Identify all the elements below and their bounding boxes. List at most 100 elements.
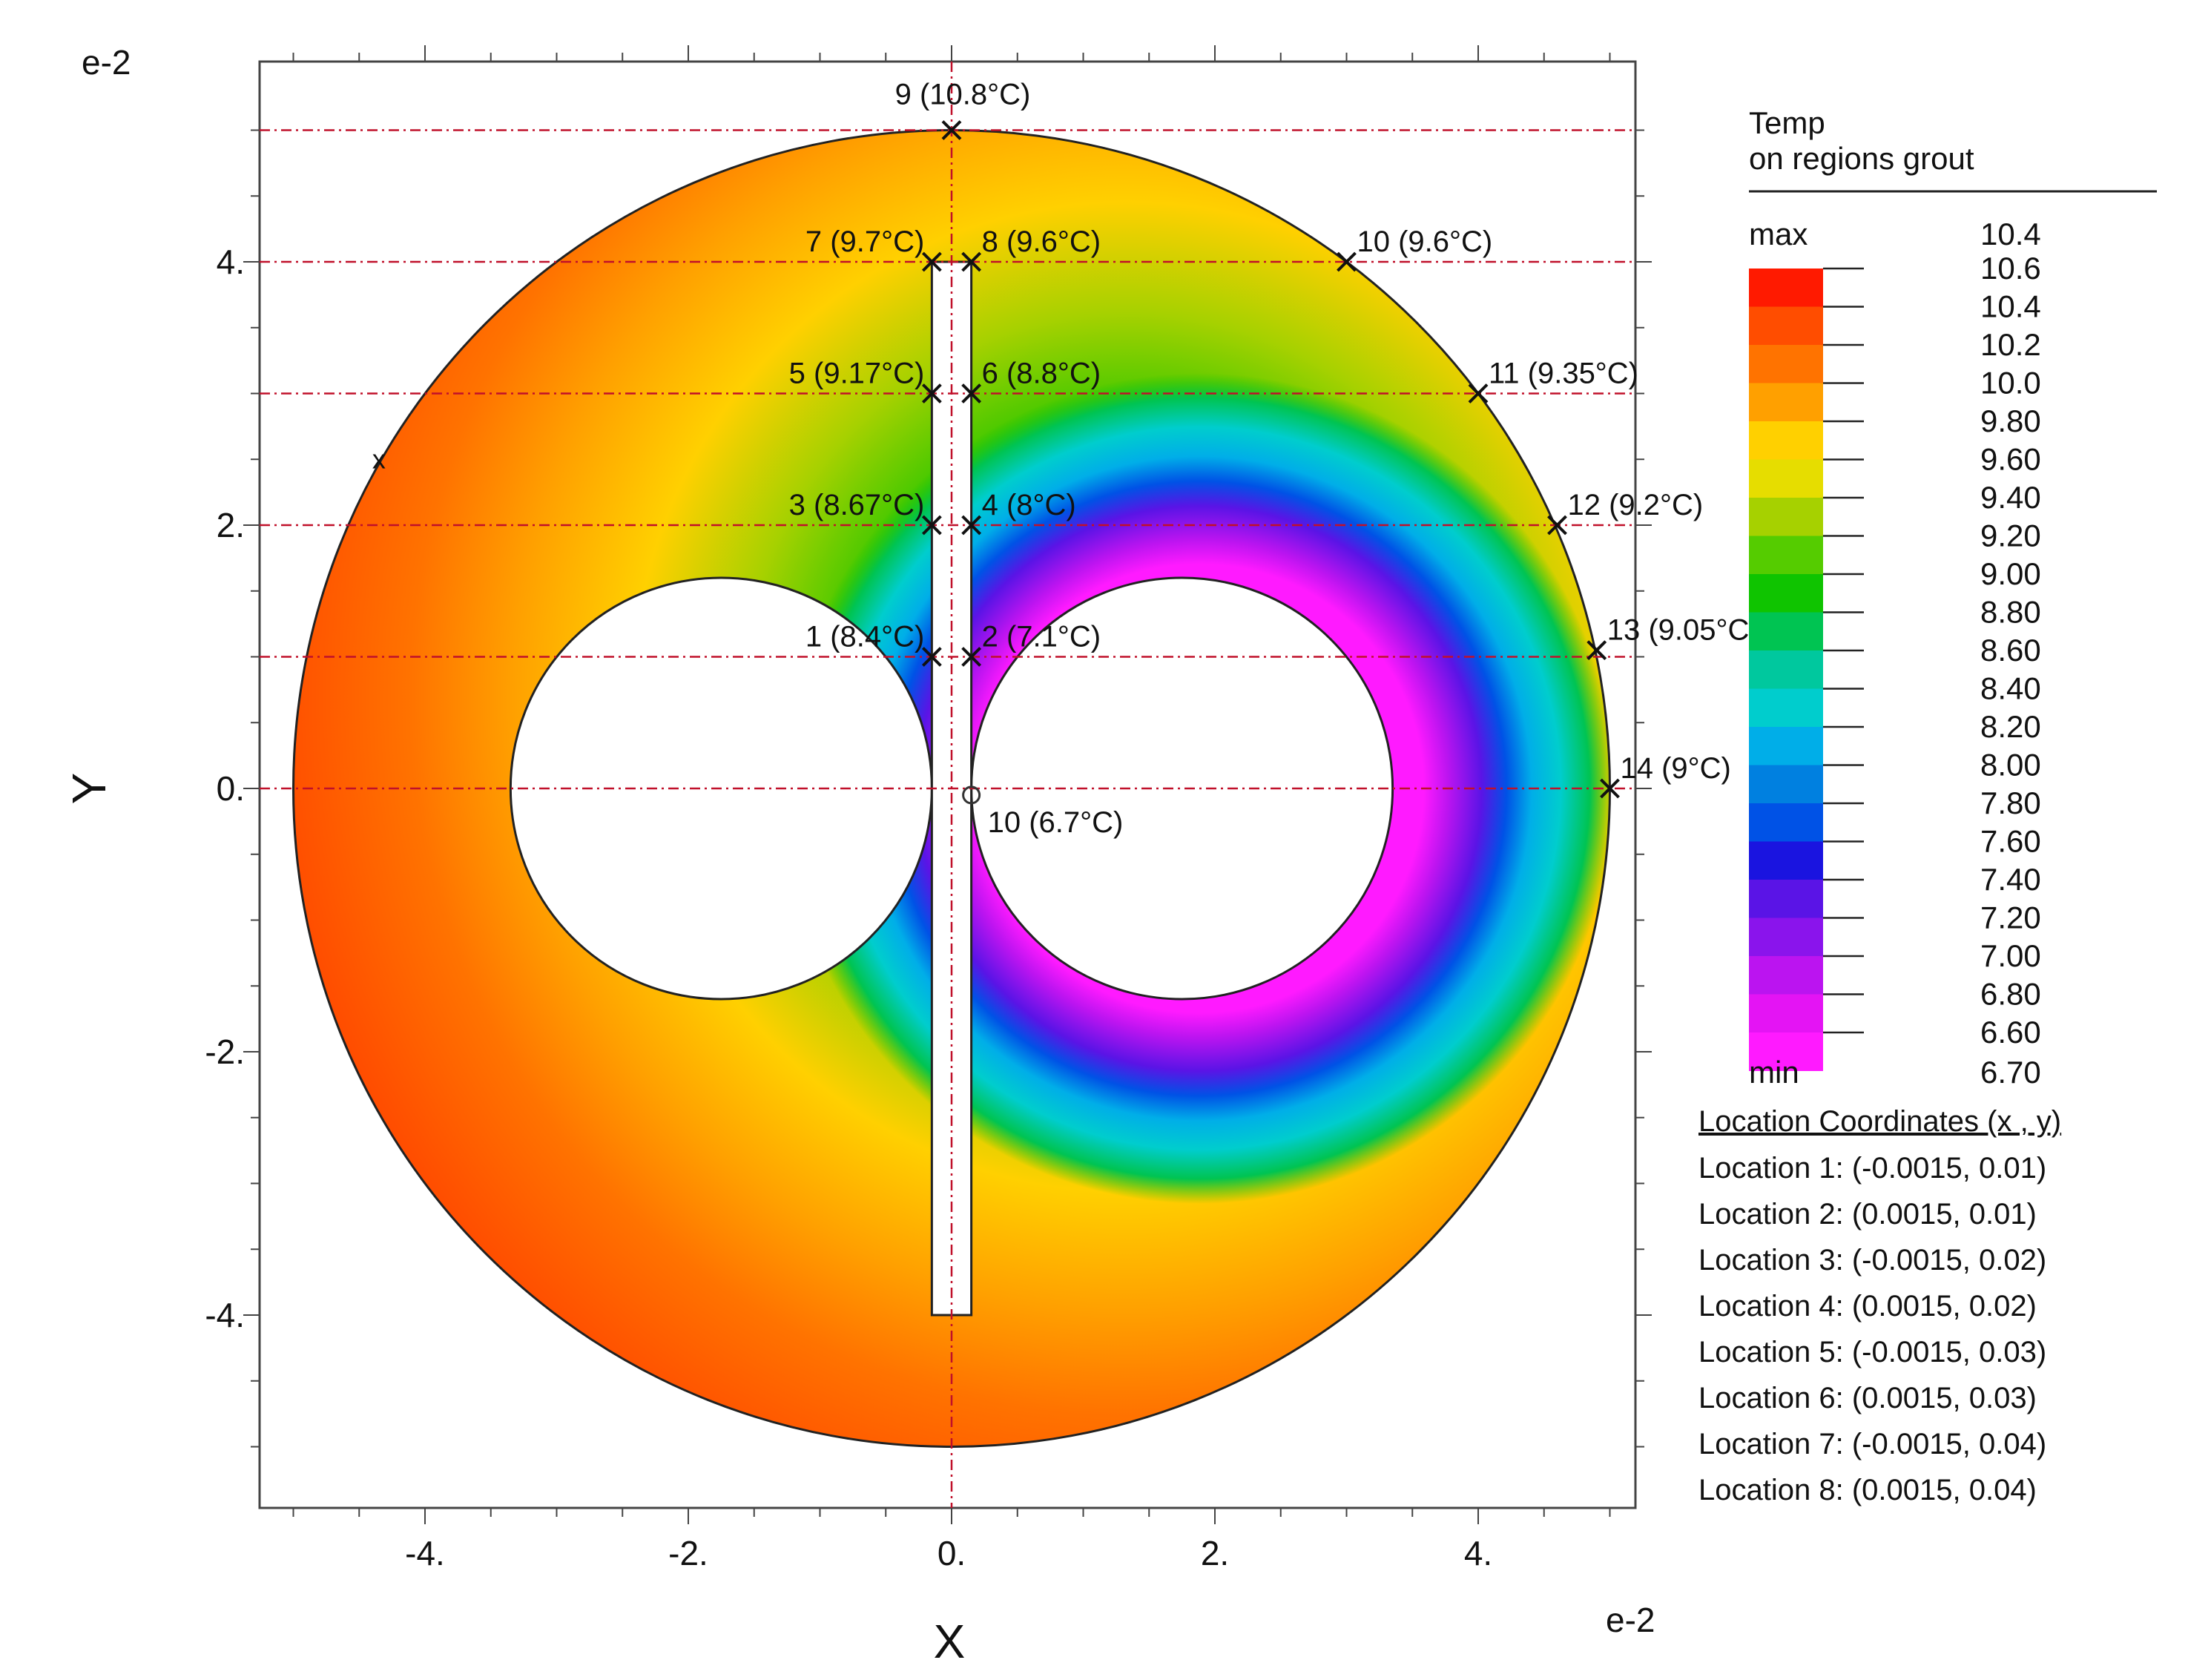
- x-tick-label: 2.: [1201, 1534, 1229, 1572]
- legend-max-label: max: [1749, 217, 1808, 251]
- legend-level-label: 7.80: [1980, 785, 2041, 820]
- legend-swatch: [1749, 421, 1823, 460]
- legend-level-label: 9.20: [1980, 518, 2041, 553]
- y-tick-label: -2.: [205, 1032, 245, 1071]
- legend-swatch: [1749, 459, 1823, 498]
- point-label: 1 (8.4°C): [805, 621, 925, 653]
- colorbar-legend: Temp on regions grout max 10.4 10.610.4 1…: [1749, 105, 2157, 1090]
- point-marker: [941, 120, 962, 140]
- legend-swatch: [1749, 650, 1823, 689]
- point-marker-circle: [962, 785, 981, 805]
- legend-level-label: 10.0: [1980, 366, 2041, 401]
- location-item: Location 5: (-0.0015, 0.03): [1698, 1336, 2046, 1368]
- location-item: Location 6: (0.0015, 0.03): [1698, 1382, 2037, 1414]
- point-marker: [921, 383, 942, 403]
- legend-min-label: min: [1749, 1055, 1799, 1090]
- point-marker: [921, 251, 942, 272]
- legend-level-label: 8.20: [1980, 709, 2041, 744]
- location-item: Location 8: (0.0015, 0.04): [1698, 1474, 2037, 1506]
- legend-level-label: 9.00: [1980, 556, 2041, 591]
- legend-level-label: 9.80: [1980, 403, 2041, 438]
- point-marker: [961, 515, 982, 536]
- point-label: 12 (9.2°C): [1568, 489, 1704, 521]
- point-label: 9 (10.8°C): [895, 79, 1031, 111]
- legend-level-label: 9.40: [1980, 480, 2041, 515]
- legend-title-line1: Temp: [1749, 105, 1825, 140]
- point-label: 3 (8.67°C): [789, 489, 925, 521]
- point-label: 6 (8.8°C): [982, 358, 1101, 390]
- legend-level-label: 7.60: [1980, 824, 2041, 859]
- legend-level-label: 8.00: [1980, 748, 2041, 783]
- y-tick-label: -4.: [205, 1296, 245, 1334]
- point-marker: [921, 647, 942, 667]
- x-tick-label: 0.: [938, 1534, 966, 1572]
- legend-swatch: [1749, 612, 1823, 651]
- legend-swatch: [1749, 345, 1823, 383]
- y-tick-label: 4.: [217, 243, 245, 281]
- point-label: 2 (7.1°C): [982, 621, 1101, 653]
- legend-level-label: 7.00: [1980, 938, 2041, 973]
- point-marker: [921, 515, 942, 536]
- point-label: 8 (9.6°C): [982, 225, 1101, 258]
- point-label: 11 (9.35°C): [1489, 358, 1638, 390]
- legend-swatch: [1749, 383, 1823, 422]
- point-marker: [961, 251, 982, 272]
- point-label: 14 (9°C): [1621, 752, 1731, 785]
- location-item: Location 1: (-0.0015, 0.01): [1698, 1152, 2046, 1185]
- axis-ticks: -4. -2. 0. 2. 4. -4. -2. 0. 2. 4.: [205, 45, 1652, 1572]
- legend-color-bar: 10.610.410.2 10.09.80 9.609.409.209.00 8.80…: [1749, 251, 2041, 1071]
- legend-max-value: 10.4: [1980, 217, 2041, 251]
- location-coordinates: Location Coordinates (x , y) Location 1:…: [1698, 1105, 2061, 1506]
- y-exponent-label: e-2: [82, 43, 131, 82]
- point-marker: [1337, 251, 1357, 272]
- point-marker: [961, 383, 982, 403]
- point-label: 5 (9.17°C): [789, 358, 925, 390]
- point-marker: [961, 647, 982, 667]
- legend-title-line2: on regions grout: [1749, 141, 1974, 176]
- legend-level-label: 8.40: [1980, 671, 2041, 706]
- legend-swatch: [1749, 803, 1823, 842]
- location-item: Location 7: (-0.0015, 0.04): [1698, 1428, 2046, 1460]
- legend-swatch: [1749, 498, 1823, 536]
- point-label: 10 (6.7°C): [988, 806, 1124, 839]
- legend-swatch: [1749, 688, 1823, 728]
- legend-swatch: [1749, 574, 1823, 613]
- legend-level-label: 6.80: [1980, 977, 2041, 1012]
- legend-level-label: 7.20: [1980, 900, 2041, 935]
- point-marker: [1468, 383, 1489, 403]
- x-axis-label: X: [934, 1615, 966, 1668]
- x-tick-label: -2.: [668, 1534, 708, 1572]
- legend-swatch: [1749, 306, 1823, 346]
- legend-swatch: [1749, 880, 1823, 918]
- legend-swatch: [1749, 727, 1823, 765]
- location-item: Location 3: (-0.0015, 0.02): [1698, 1244, 2046, 1277]
- point-label: 10 (9.6°C): [1357, 225, 1493, 258]
- legend-swatch: [1749, 956, 1823, 995]
- legend-swatch: [1749, 1032, 1823, 1071]
- location-item: Location 4: (0.0015, 0.02): [1698, 1290, 2037, 1322]
- legend-swatch: [1749, 994, 1823, 1033]
- legend-swatch: [1749, 918, 1823, 957]
- stray-marker: x: [372, 444, 386, 474]
- x-tick-label: -4.: [405, 1534, 445, 1572]
- legend-level-label: 10.6: [1980, 251, 2041, 286]
- legend-swatch: [1749, 536, 1823, 575]
- locations-header: Location Coordinates (x , y): [1698, 1105, 2061, 1138]
- legend-swatch: [1749, 841, 1823, 880]
- y-tick-label: 2.: [217, 506, 245, 544]
- legend-level-label: 6.60: [1980, 1015, 2041, 1050]
- legend-level-label: 9.60: [1980, 442, 2041, 477]
- legend-min-value: 6.70: [1980, 1055, 2041, 1090]
- point-marker: [1547, 515, 1567, 536]
- legend-swatch: [1749, 765, 1823, 804]
- point-label: 4 (8°C): [982, 489, 1076, 521]
- point-label: 7 (9.7°C): [805, 225, 925, 258]
- legend-level-label: 7.40: [1980, 862, 2041, 897]
- location-item: Location 2: (0.0015, 0.01): [1698, 1198, 2037, 1231]
- point-marker: [1600, 778, 1620, 799]
- point-marker: [1586, 640, 1607, 661]
- reference-lines: [260, 62, 1635, 1508]
- legend-level-label: 8.60: [1980, 633, 2041, 668]
- legend-level-label: 10.4: [1980, 289, 2041, 324]
